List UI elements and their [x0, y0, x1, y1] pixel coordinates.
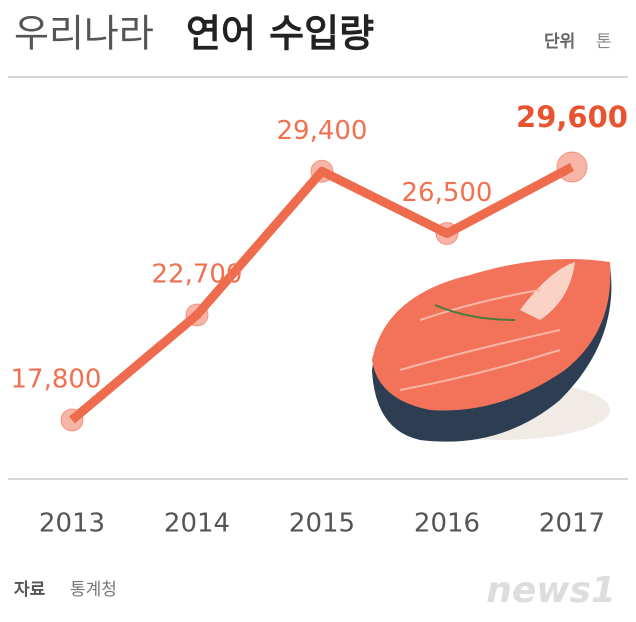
- data-point: [556, 151, 588, 183]
- data-point: [60, 408, 84, 432]
- unit: 톤: [596, 32, 612, 52]
- data-point: [435, 221, 459, 245]
- value-label: 22,700: [152, 259, 243, 289]
- title-bold: 연어 수입량: [186, 12, 374, 56]
- logo: news1: [486, 570, 616, 611]
- value-label: 26,500: [402, 178, 493, 208]
- source: 통계청: [70, 580, 117, 600]
- data-point: [185, 303, 209, 327]
- x-tick-label: 2014: [164, 509, 230, 539]
- value-label: 29,400: [277, 116, 368, 146]
- data-point: [310, 159, 334, 183]
- source-label: 자료: [14, 580, 46, 600]
- title-light: 우리나라: [14, 12, 154, 56]
- unit-label: 단위: [544, 32, 575, 52]
- value-label: 17,800: [11, 365, 102, 395]
- x-tick-label: 2015: [289, 509, 355, 539]
- x-tick-label: 2013: [39, 509, 105, 539]
- x-tick-label: 2017: [539, 509, 605, 539]
- value-label: 29,600: [516, 100, 628, 134]
- salmon-illustration: [372, 258, 612, 442]
- x-tick-label: 2016: [414, 509, 480, 539]
